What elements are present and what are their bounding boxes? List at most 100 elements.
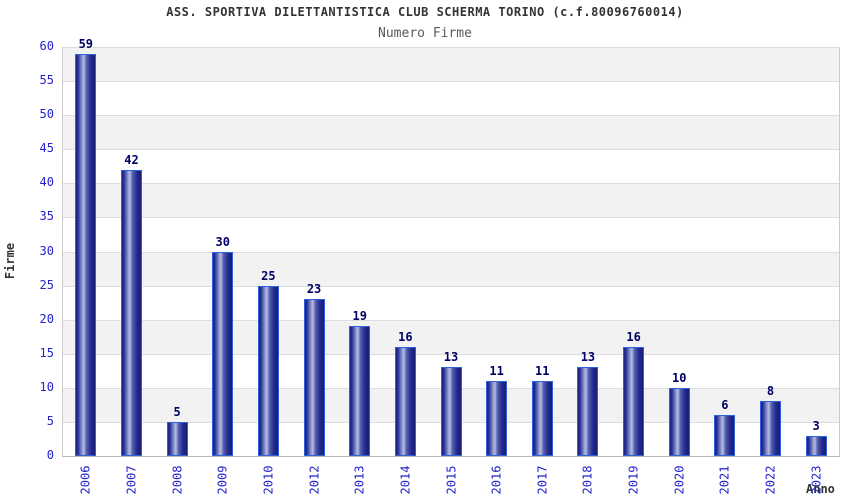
x-tick-label: 2014 xyxy=(385,461,425,499)
gridline xyxy=(63,47,839,48)
bar xyxy=(714,415,736,456)
bar-value-label: 11 xyxy=(489,364,504,379)
x-tick-label: 2007 xyxy=(111,461,151,499)
x-tick-text: 2018 xyxy=(580,465,595,495)
x-tick-text: 2022 xyxy=(763,465,778,495)
bar-value-label: 10 xyxy=(672,370,687,385)
x-tick-label: 2008 xyxy=(157,461,197,499)
bar-value-label: 30 xyxy=(215,234,230,249)
x-tick-text: 2010 xyxy=(261,465,276,495)
y-tick-label: 50 xyxy=(39,107,54,122)
x-tick-label: 2006 xyxy=(66,461,106,499)
x-tick-text: 2012 xyxy=(307,465,322,495)
gridline xyxy=(63,285,839,287)
bar xyxy=(668,387,690,456)
bar-value-label: 16 xyxy=(398,329,413,344)
bar-value-label: 11 xyxy=(535,364,550,379)
y-tick-label: 35 xyxy=(39,209,54,224)
x-tick-text: 2014 xyxy=(398,465,413,495)
gridline xyxy=(63,115,839,117)
bar xyxy=(531,381,553,456)
bar xyxy=(212,251,234,456)
bar xyxy=(623,346,645,456)
x-tick-label: 2023 xyxy=(796,461,836,499)
gridline xyxy=(63,183,839,185)
x-tick-text: 2007 xyxy=(124,465,139,495)
bar xyxy=(760,401,782,456)
x-tick-text: 2013 xyxy=(352,465,367,495)
bar xyxy=(75,53,97,456)
plot-band xyxy=(63,183,839,218)
plot-band xyxy=(63,47,839,82)
gridline xyxy=(63,217,839,219)
bar-value-label: 19 xyxy=(352,309,367,324)
x-tick-text: 2021 xyxy=(717,465,732,495)
y-axis-label: Firme xyxy=(3,242,17,280)
y-tick-label: 40 xyxy=(39,175,54,190)
y-tick-label: 20 xyxy=(39,311,54,326)
bar xyxy=(349,326,371,456)
bar-value-label: 23 xyxy=(306,282,322,297)
chart-subtitle: Numero Firme xyxy=(378,26,472,41)
bar-value-label: 42 xyxy=(124,152,139,167)
x-tick-text: 2015 xyxy=(444,465,458,495)
x-tick-label: 2012 xyxy=(294,461,334,499)
bar xyxy=(577,367,599,456)
y-tick-label: 30 xyxy=(39,243,54,258)
y-tick-label: 60 xyxy=(39,39,54,53)
bar xyxy=(166,421,188,456)
y-tick-label: 0 xyxy=(46,448,54,462)
x-tick-label: 2022 xyxy=(751,461,791,499)
x-tick-label: 2016 xyxy=(477,461,517,499)
x-tick-label: 2009 xyxy=(203,461,243,499)
x-tick-text: 2008 xyxy=(170,465,185,495)
gridline xyxy=(63,319,839,321)
x-tick-text: 2019 xyxy=(626,465,641,495)
chart-title: ASS. SPORTIVA DILETTANTISTICA CLUB SCHER… xyxy=(166,5,684,19)
plot-band xyxy=(63,319,839,354)
y-tick-label: 15 xyxy=(39,345,54,360)
gridline xyxy=(63,81,839,83)
plot-band xyxy=(63,251,839,286)
gridline xyxy=(63,353,839,355)
x-tick-label: 2018 xyxy=(568,461,608,499)
bar xyxy=(257,285,279,456)
bar xyxy=(394,346,416,456)
y-tick-label: 25 xyxy=(39,277,54,292)
x-tick-text: 2020 xyxy=(672,465,687,495)
y-tick-label: 5 xyxy=(46,413,54,428)
y-tick-label: 55 xyxy=(39,73,54,88)
bar-value-label: 13 xyxy=(580,350,596,365)
x-tick-text: 2023 xyxy=(809,465,824,495)
gridline xyxy=(63,149,839,151)
bar xyxy=(805,435,827,456)
x-tick-text: 2016 xyxy=(489,465,504,495)
x-tick-label: 2021 xyxy=(705,461,745,499)
x-axis-label: Anno xyxy=(806,482,835,496)
gridline xyxy=(63,251,839,253)
y-tick-label: 10 xyxy=(39,379,54,394)
y-tick-label: 45 xyxy=(39,141,54,156)
bar-value-label: 16 xyxy=(626,329,641,344)
x-tick-text: 2006 xyxy=(78,465,93,495)
bar xyxy=(120,169,142,456)
x-tick-label: 2015 xyxy=(431,461,471,499)
x-tick-label: 2017 xyxy=(522,461,562,499)
x-tick-text: 2017 xyxy=(535,465,550,495)
bar xyxy=(486,381,508,456)
bar-value-label: 3 xyxy=(812,418,820,433)
plot-band xyxy=(63,115,839,150)
x-tick-label: 2013 xyxy=(340,461,380,499)
x-tick-label: 2020 xyxy=(659,461,699,499)
bar-value-label: 8 xyxy=(766,384,775,399)
plot-area: 59 42 5 30 25 23 19 16 13 11 11 13 16 10 6 8 3 xyxy=(62,37,840,457)
bar xyxy=(440,367,462,456)
bar-value-label: 5 xyxy=(173,404,181,419)
bar-value-label: 25 xyxy=(261,268,276,283)
bar-value-label: 13 xyxy=(443,350,459,365)
x-tick-text: 2009 xyxy=(215,465,230,495)
bar xyxy=(303,299,325,456)
bar-value-label: 6 xyxy=(721,398,729,413)
bar-value-label: 59 xyxy=(78,36,94,51)
